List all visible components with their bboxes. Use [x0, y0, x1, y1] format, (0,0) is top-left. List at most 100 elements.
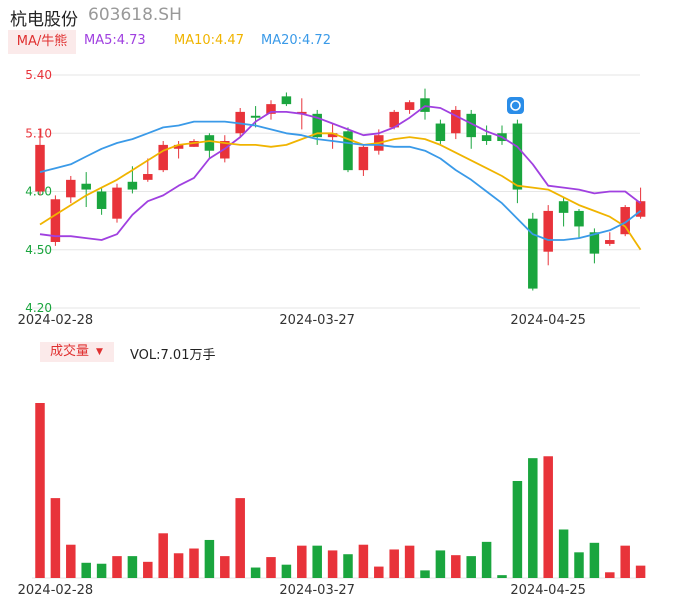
candle — [66, 175, 76, 204]
ma20-line — [39, 120, 642, 241]
ma5-line — [39, 105, 642, 241]
candle-body — [235, 111, 245, 134]
volume-bar — [189, 548, 199, 578]
candle-body — [281, 96, 292, 105]
volume-bar — [127, 556, 138, 578]
volume-bar — [143, 561, 153, 578]
ma5-value: MA5:4.73 — [84, 33, 146, 48]
candle — [35, 129, 45, 196]
candle-body — [589, 232, 600, 254]
candle — [451, 106, 461, 140]
candle-body — [327, 133, 338, 138]
candle — [281, 92, 292, 107]
x-tick-label: 2024-03-27 — [279, 583, 355, 598]
candle-body — [81, 183, 91, 190]
volume-bar — [574, 552, 584, 578]
candle-body — [481, 135, 492, 142]
candle — [96, 187, 107, 215]
volume-indicator-tag[interactable]: 成交量 ▼ — [40, 342, 114, 362]
candle — [543, 205, 553, 266]
candle — [420, 88, 430, 120]
candle — [528, 212, 538, 291]
x-tick-label: 2024-04-25 — [510, 313, 586, 328]
volume-bar — [605, 572, 615, 578]
volume-bar — [312, 545, 322, 578]
candle-body — [635, 201, 646, 217]
volume-bar — [466, 556, 476, 578]
candle-body — [297, 111, 307, 114]
volume-bar — [451, 555, 461, 578]
candle-body — [389, 111, 399, 128]
volume-bar — [389, 549, 399, 578]
volume-bar — [358, 544, 369, 578]
volume-bar — [528, 458, 538, 578]
candle-body — [96, 191, 107, 209]
candle — [481, 125, 492, 145]
volume-bar — [497, 575, 507, 578]
volume-bar — [281, 564, 292, 578]
ma10-value: MA10:4.47 — [174, 33, 244, 48]
x-tick-label: 2024-02-28 — [18, 313, 94, 328]
volume-bar — [35, 403, 45, 578]
volume-bar — [589, 542, 600, 578]
candle-body — [358, 146, 369, 171]
volume-bar — [81, 562, 91, 578]
event-marker-icon — [507, 97, 524, 114]
candle-body — [435, 123, 446, 142]
volume-tag-label: 成交量 — [50, 344, 90, 359]
candle — [143, 158, 153, 182]
candle-body — [543, 210, 553, 252]
candle-body — [466, 113, 476, 138]
volume-bar — [96, 563, 107, 578]
candle — [574, 208, 584, 239]
volume-bar — [50, 498, 61, 578]
candle-body — [420, 98, 430, 112]
volume-bar — [266, 557, 276, 578]
volume-bar — [374, 566, 384, 578]
candle-body — [574, 210, 584, 227]
candle-body — [66, 179, 76, 198]
volume-bar — [481, 541, 492, 578]
volume-bar — [435, 550, 446, 578]
candle — [466, 109, 476, 149]
candle — [512, 119, 523, 204]
y-tick-label: 5.40 — [25, 68, 52, 82]
candle — [266, 100, 276, 120]
candle-body — [189, 141, 199, 147]
candle-body — [173, 144, 184, 149]
candle-body — [127, 181, 138, 190]
candle — [250, 106, 261, 128]
volume-bar — [220, 556, 230, 578]
volume-bar — [327, 550, 338, 578]
stock-code: 603618.SH — [88, 5, 182, 25]
ma10-line — [39, 132, 642, 251]
candle — [389, 109, 399, 130]
volume-bar — [173, 553, 184, 578]
candle — [343, 127, 353, 173]
volume-bar — [620, 545, 630, 578]
candle-body — [558, 201, 569, 213]
volume-bar — [343, 554, 353, 578]
y-tick-label: 4.20 — [25, 301, 52, 315]
candle-body — [35, 144, 45, 192]
candle — [435, 119, 446, 145]
candle-body — [605, 240, 615, 244]
candle — [235, 108, 245, 138]
volume-bar — [66, 544, 76, 578]
volume-bar — [235, 498, 245, 578]
candle-body — [250, 115, 261, 118]
candle-body — [343, 131, 353, 171]
candle — [404, 100, 415, 114]
candle — [605, 232, 615, 246]
candle — [327, 123, 338, 149]
volume-bar — [112, 556, 122, 578]
candle-body — [158, 144, 168, 171]
candle-body — [266, 104, 276, 114]
volume-readout: VOL:7.01万手 — [130, 348, 216, 363]
candle-body — [112, 187, 122, 219]
event-marker-ring — [510, 100, 521, 111]
volume-bar — [297, 545, 307, 578]
candle-body — [204, 135, 215, 151]
candle — [112, 183, 122, 223]
ma-indicator-tag[interactable]: MA/牛熊 — [8, 30, 76, 54]
